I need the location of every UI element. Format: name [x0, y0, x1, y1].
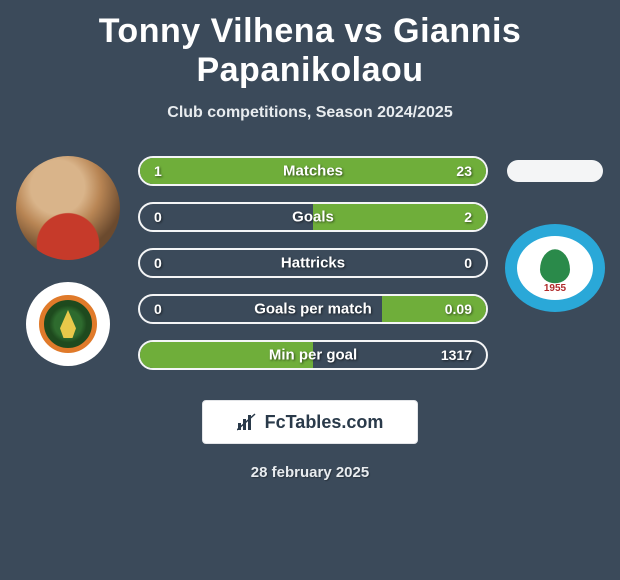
- right-column: 1955: [496, 156, 614, 312]
- stat-value-left: 0: [154, 301, 162, 317]
- left-column: [6, 156, 130, 366]
- stat-label: Goals per match: [254, 301, 372, 318]
- stat-row-min-per-goal: Min per goal 1317: [138, 340, 488, 370]
- subtitle: Club competitions, Season 2024/2025: [0, 104, 620, 122]
- stat-label: Goals: [292, 209, 334, 226]
- leaf-icon: [540, 249, 570, 283]
- main-row: 1 Matches 23 0 Goals 2 0 Hattricks 0 0 Goals per m…: [0, 156, 620, 386]
- comparison-infographic: Tonny Vilhena vs Giannis Papanikolaou Cl…: [0, 0, 620, 481]
- stat-value-right: 0.09: [445, 301, 472, 317]
- page-title: Tonny Vilhena vs Giannis Papanikolaou: [0, 8, 620, 96]
- stat-value-left: 0: [154, 255, 162, 271]
- stat-value-right: 0: [464, 255, 472, 271]
- stat-row-goals-per-match: 0 Goals per match 0.09: [138, 294, 488, 324]
- stat-fill-right: [313, 204, 486, 230]
- player2-club-badge: 1955: [505, 224, 605, 312]
- stat-row-goals: 0 Goals 2: [138, 202, 488, 232]
- stat-label: Min per goal: [269, 347, 357, 364]
- stat-value-left: 0: [154, 209, 162, 225]
- player1-photo: [16, 156, 120, 260]
- stats-column: 1 Matches 23 0 Goals 2 0 Hattricks 0 0 Goals per m…: [130, 156, 496, 386]
- club-badge1-inner: [39, 295, 97, 353]
- stat-row-hattricks: 0 Hattricks 0: [138, 248, 488, 278]
- date-line: 28 february 2025: [0, 464, 620, 481]
- bar-chart-icon: [237, 413, 259, 431]
- stat-label: Matches: [283, 163, 343, 180]
- stat-value-right: 1317: [441, 347, 472, 363]
- stat-fill-left: [140, 158, 154, 184]
- player2-photo-placeholder: [507, 160, 603, 182]
- brand-text: FcTables.com: [265, 412, 384, 433]
- stat-row-matches: 1 Matches 23: [138, 156, 488, 186]
- stat-value-right: 2: [464, 209, 472, 225]
- brand-attribution: FcTables.com: [202, 400, 418, 444]
- club-badge2-year: 1955: [544, 283, 566, 294]
- stat-value-right: 23: [456, 163, 472, 179]
- stat-value-left: 1: [154, 163, 162, 179]
- player1-club-badge: [26, 282, 110, 366]
- stat-label: Hattricks: [281, 255, 345, 272]
